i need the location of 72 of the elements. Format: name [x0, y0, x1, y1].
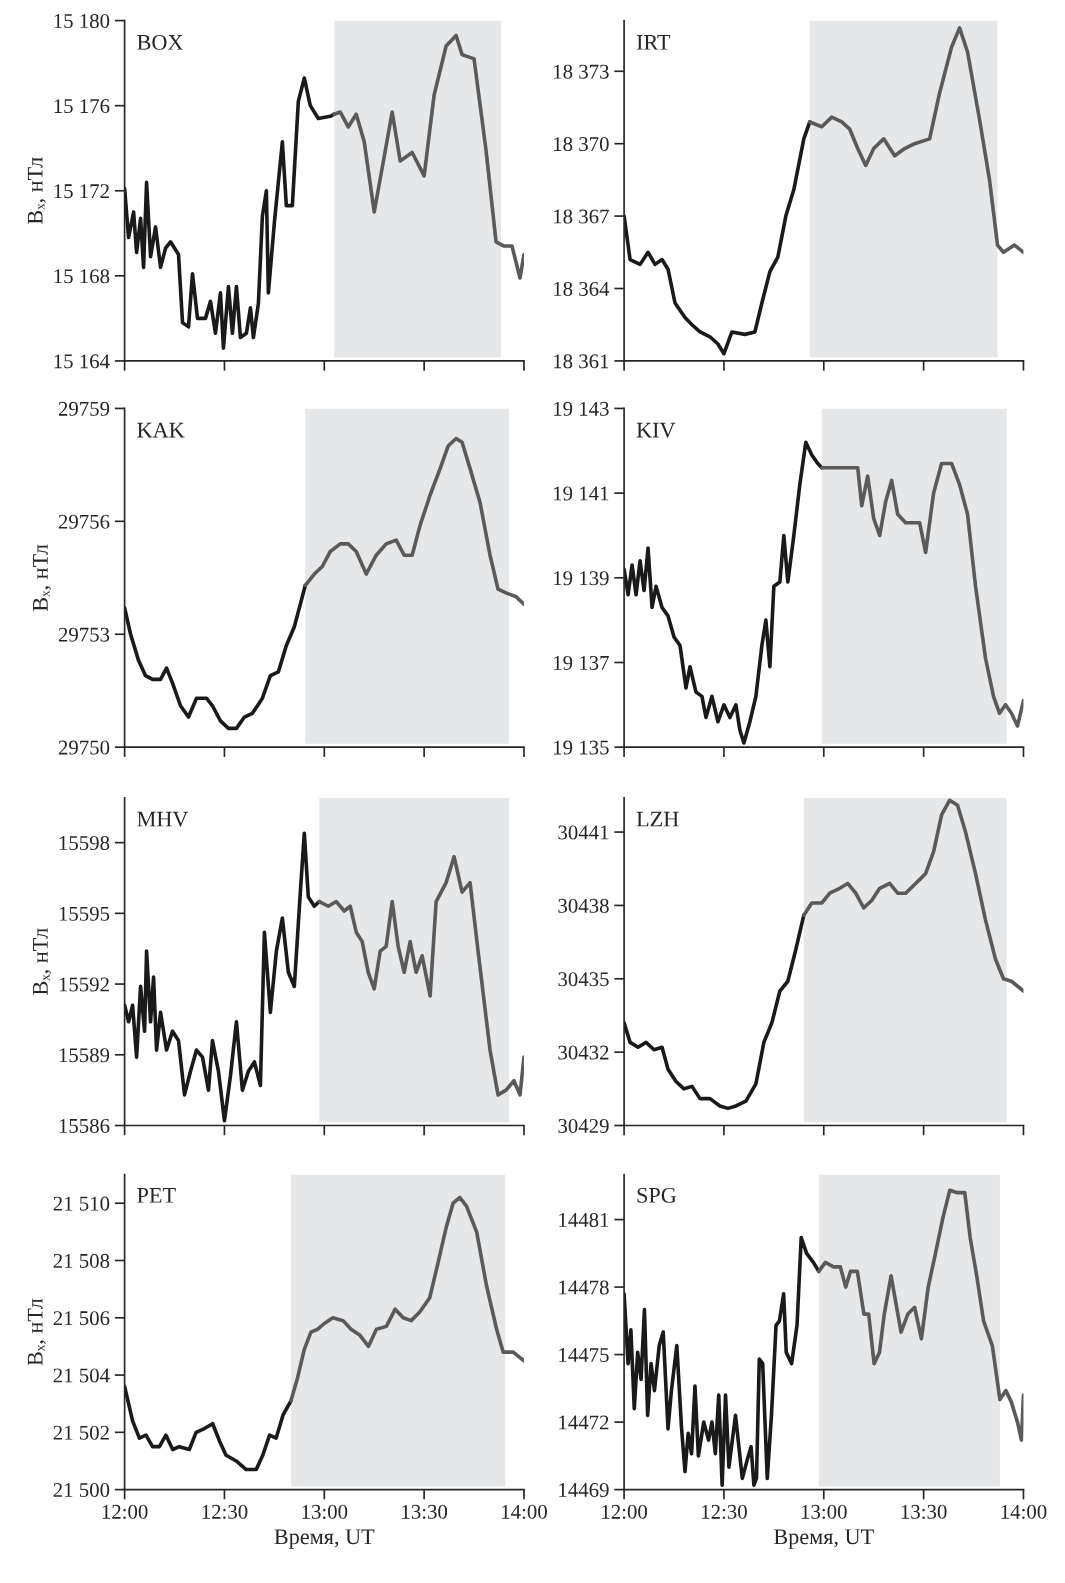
y-tick-label: 30429: [558, 1118, 609, 1133]
y-tick-label: 14469: [559, 1483, 609, 1498]
x-tick-label: 14:00: [502, 1504, 547, 1519]
y-tick-label: 21 506: [53, 1311, 110, 1326]
y-tick-label: 14472: [559, 1415, 609, 1430]
line-series: [816, 1188, 1024, 1442]
y-tick-label: 18 367: [554, 209, 609, 224]
line-series: [802, 798, 1024, 993]
x-axis-title: Время, UT: [274, 1529, 375, 1549]
annotation: LZH: [636, 811, 679, 827]
y-tick-label: 14475: [559, 1348, 609, 1363]
y-tick-label: 15 180: [54, 13, 110, 29]
y-tick-label: 21 508: [53, 1253, 110, 1268]
line-series: [317, 854, 524, 1097]
y-tick-label: 21 502: [53, 1425, 109, 1440]
y-tick-label: 29759: [58, 401, 110, 416]
y-tick-label: 21 500: [53, 1482, 110, 1498]
x-tick-label: 13:30: [402, 1504, 448, 1519]
y-tick-label: 19 141: [554, 486, 609, 501]
annotation: KAK: [137, 422, 185, 438]
y-tick-label: 18 361: [554, 354, 609, 369]
y-tick-label: 15598: [59, 836, 110, 851]
y-tick-label: 15 176: [54, 99, 110, 114]
line-series: [289, 1195, 524, 1403]
y-tick-label: 19 137: [554, 655, 609, 670]
y-axis-title: Bₓ, нТл: [33, 544, 52, 612]
y-tick-label: 29753: [58, 627, 110, 642]
y-tick-label: 30438: [558, 898, 609, 913]
x-tick-label: 12:00: [602, 1504, 648, 1519]
annotation: IRT: [636, 35, 671, 50]
y-tick-label: 15589: [59, 1048, 110, 1063]
line-series: [819, 461, 1024, 728]
annotation: KIV: [636, 422, 676, 438]
x-tick-label: 12:00: [102, 1504, 148, 1519]
x-tick-label: 14:00: [1001, 1504, 1047, 1519]
y-tick-label: 30435: [558, 972, 609, 987]
line-series: [807, 26, 1024, 255]
y-tick-label: 30432: [558, 1045, 609, 1060]
y-axis-title: Bₓ, нТл: [27, 157, 46, 225]
y-tick-label: 21 504: [53, 1368, 110, 1383]
y-axis-title: Bₓ, нТл: [27, 1298, 46, 1366]
line-series: [332, 33, 524, 280]
y-tick-label: 15592: [59, 977, 109, 992]
annotation: PET: [137, 1188, 176, 1203]
y-tick-label: 30441: [558, 825, 609, 840]
x-tick-label: 12:30: [202, 1504, 248, 1519]
annotation: MHV: [137, 811, 189, 827]
y-tick-label: 29750: [58, 740, 110, 755]
y-tick-label: 29756: [58, 514, 110, 529]
y-tick-label: 21 510: [53, 1196, 110, 1211]
x-tick-label: 13:30: [901, 1504, 947, 1519]
y-tick-label: 19 139: [554, 571, 609, 586]
x-tick-label: 13:00: [302, 1504, 348, 1519]
y-tick-label: 19 143: [554, 401, 609, 416]
x-axis-title: Время, UT: [774, 1529, 874, 1549]
y-tick-label: 15 164: [54, 354, 110, 369]
annotation: BOX: [137, 34, 184, 50]
y-tick-label: 14478: [559, 1280, 609, 1295]
y-tick-label: 18 373: [554, 64, 609, 79]
annotation: SPG: [637, 1187, 677, 1203]
line-series: [303, 436, 524, 606]
y-tick-label: 15595: [59, 906, 110, 921]
y-tick-label: 19 135: [554, 740, 609, 755]
x-tick-label: 13:00: [801, 1504, 847, 1519]
y-tick-label: 14481: [559, 1212, 609, 1228]
y-tick-label: 18 364: [554, 281, 610, 296]
y-axis-title: Bₓ, нТл: [33, 928, 52, 995]
y-tick-label: 15 168: [54, 269, 110, 284]
y-tick-label: 15586: [59, 1118, 110, 1133]
y-tick-label: 15 172: [54, 184, 109, 199]
x-tick-label: 12:30: [702, 1504, 747, 1519]
y-tick-label: 18 370: [554, 137, 609, 152]
